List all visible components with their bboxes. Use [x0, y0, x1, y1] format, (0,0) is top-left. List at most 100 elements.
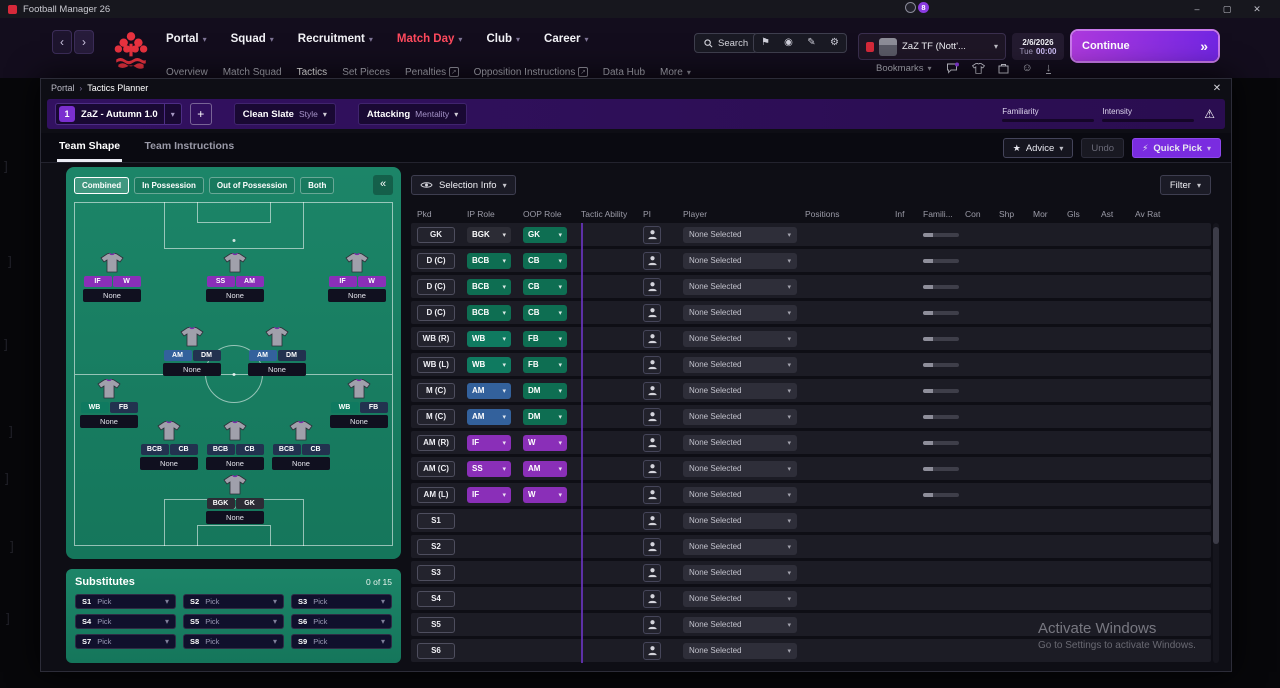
tactic-select[interactable]: 1 ZaZ - Autumn 1.0: [55, 103, 182, 125]
pitch-player-slot[interactable]: BCB CB None: [269, 420, 333, 470]
substitute-pick-select[interactable]: S4 Pick: [75, 614, 176, 629]
substitute-pick-select[interactable]: S2 Pick: [183, 594, 284, 609]
player-select[interactable]: None Selected: [683, 616, 797, 633]
column-header[interactable]: Av Rat: [1135, 209, 1161, 219]
column-header[interactable]: Shp: [999, 209, 1015, 219]
oop-role-badge[interactable]: FB: [359, 402, 388, 413]
scrollbar-thumb[interactable]: [1213, 227, 1219, 545]
bookmark-icon[interactable]: ⚑: [761, 37, 770, 48]
oop-role-badge[interactable]: W: [357, 276, 386, 287]
quick-pick-button[interactable]: ⚡ Quick Pick: [1132, 138, 1221, 158]
manager-profile-select[interactable]: ZaZ TF (Nott'...: [858, 33, 1006, 60]
ip-role-badge[interactable]: WB: [80, 402, 109, 413]
tab[interactable]: Team Instructions: [144, 140, 235, 152]
substitute-pick-select[interactable]: S9 Pick: [291, 634, 392, 649]
pitch-player-slot[interactable]: WB FB None: [327, 378, 391, 428]
player-select[interactable]: None Selected: [683, 538, 797, 555]
menu-item[interactable]: Recruitment: [298, 33, 373, 45]
bookmarks-label[interactable]: Bookmarks: [876, 62, 924, 74]
ip-role-badge[interactable]: AM: [163, 350, 192, 361]
oop-role-select[interactable]: W: [523, 434, 567, 451]
player-name-slot[interactable]: None: [80, 415, 138, 428]
edit-icon[interactable]: ✎: [807, 37, 816, 48]
kit-box-icon[interactable]: [998, 63, 1009, 74]
ip-role-select[interactable]: IF: [467, 486, 511, 503]
oop-role-badge[interactable]: W: [112, 276, 141, 287]
player-select[interactable]: None Selected: [683, 382, 797, 399]
menu-item[interactable]: Squad: [231, 33, 274, 45]
ip-role-select[interactable]: AM: [467, 382, 511, 399]
pitch-player-slot[interactable]: IF W None: [80, 252, 144, 302]
oop-role-select[interactable]: DM: [523, 408, 567, 425]
download-icon[interactable]: ↓: [1045, 61, 1052, 74]
player-name-slot[interactable]: None: [83, 289, 141, 302]
ip-role-select[interactable]: IF: [467, 434, 511, 451]
style-select[interactable]: Clean Slate Style: [233, 103, 336, 125]
ip-role-select[interactable]: BCB: [467, 278, 511, 295]
subnav-item[interactable]: More: [660, 67, 691, 82]
morale-smiley-icon[interactable]: ☺: [1021, 62, 1033, 74]
oop-role-badge[interactable]: FB: [109, 402, 138, 413]
column-header[interactable]: Con: [965, 209, 981, 219]
substitute-pick-select[interactable]: S3 Pick: [291, 594, 392, 609]
search-button[interactable]: Search: [694, 33, 759, 53]
player-name-slot[interactable]: None: [163, 363, 221, 376]
pitch-player-slot[interactable]: WB FB None: [77, 378, 141, 428]
column-header[interactable]: Gls: [1067, 209, 1080, 219]
subnav-item[interactable]: Opposition Instructions ↗: [474, 67, 588, 82]
substitute-pick-select[interactable]: S6 Pick: [291, 614, 392, 629]
minimize-button[interactable]: –: [1194, 4, 1200, 14]
substitute-pick-select[interactable]: S1 Pick: [75, 594, 176, 609]
ip-role-select[interactable]: BCB: [467, 304, 511, 321]
oop-role-badge[interactable]: DM: [277, 350, 306, 361]
column-header[interactable]: IP Role: [467, 209, 495, 219]
advice-button[interactable]: ★ Advice: [1002, 138, 1074, 158]
add-tactic-button[interactable]: +: [189, 103, 212, 125]
player-instructions-button[interactable]: [643, 329, 661, 348]
pitch-player-slot[interactable]: BCB CB None: [137, 420, 201, 470]
oop-role-badge[interactable]: CB: [301, 444, 330, 455]
player-select[interactable]: None Selected: [683, 434, 797, 451]
ip-role-select[interactable]: SS: [467, 460, 511, 477]
subnav-item[interactable]: Set Pieces: [342, 67, 390, 82]
oop-role-select[interactable]: FB: [523, 356, 567, 373]
tab[interactable]: Team Shape: [57, 133, 123, 162]
ip-role-badge[interactable]: IF: [328, 276, 357, 287]
menu-item[interactable]: Career: [544, 33, 588, 45]
menu-item[interactable]: Portal: [166, 33, 207, 45]
ip-role-badge[interactable]: BCB: [206, 444, 235, 455]
oop-role-select[interactable]: DM: [523, 382, 567, 399]
player-instructions-button[interactable]: [643, 355, 661, 374]
pitch-player-slot[interactable]: AM DM None: [160, 326, 224, 376]
ip-role-badge[interactable]: AM: [248, 350, 277, 361]
maximize-button[interactable]: ▢: [1222, 4, 1232, 14]
column-header[interactable]: Positions: [805, 209, 840, 219]
player-name-slot[interactable]: None: [206, 457, 264, 470]
pitch-player-slot[interactable]: IF W None: [325, 252, 389, 302]
ip-role-select[interactable]: BGK: [467, 226, 511, 243]
player-select[interactable]: None Selected: [683, 642, 797, 659]
player-name-slot[interactable]: None: [206, 289, 264, 302]
notifications-indicator[interactable]: 8: [905, 2, 929, 13]
player-instructions-button[interactable]: [643, 433, 661, 452]
player-instructions-button[interactable]: [643, 641, 661, 660]
oop-role-badge[interactable]: CB: [169, 444, 198, 455]
oop-role-select[interactable]: CB: [523, 252, 567, 269]
column-header[interactable]: Inf: [895, 209, 905, 219]
player-instructions-button[interactable]: [643, 537, 661, 556]
subnav-item[interactable]: Match Squad: [223, 67, 282, 82]
messages-icon[interactable]: [946, 62, 959, 74]
player-instructions-button[interactable]: [643, 589, 661, 608]
player-select[interactable]: None Selected: [683, 278, 797, 295]
subnav-item[interactable]: Data Hub: [603, 67, 645, 82]
column-header[interactable]: Mor: [1033, 209, 1048, 219]
column-header[interactable]: Player: [683, 209, 708, 219]
oop-role-select[interactable]: GK: [523, 226, 567, 243]
pitch-filter-button[interactable]: Combined: [74, 176, 130, 194]
subnav-item[interactable]: Overview: [166, 67, 208, 82]
column-header[interactable]: Tactic Ability: [581, 209, 628, 219]
collapse-panel-button[interactable]: «: [373, 175, 393, 195]
player-name-slot[interactable]: None: [328, 289, 386, 302]
ip-role-select[interactable]: WB: [467, 330, 511, 347]
oop-role-select[interactable]: W: [523, 486, 567, 503]
